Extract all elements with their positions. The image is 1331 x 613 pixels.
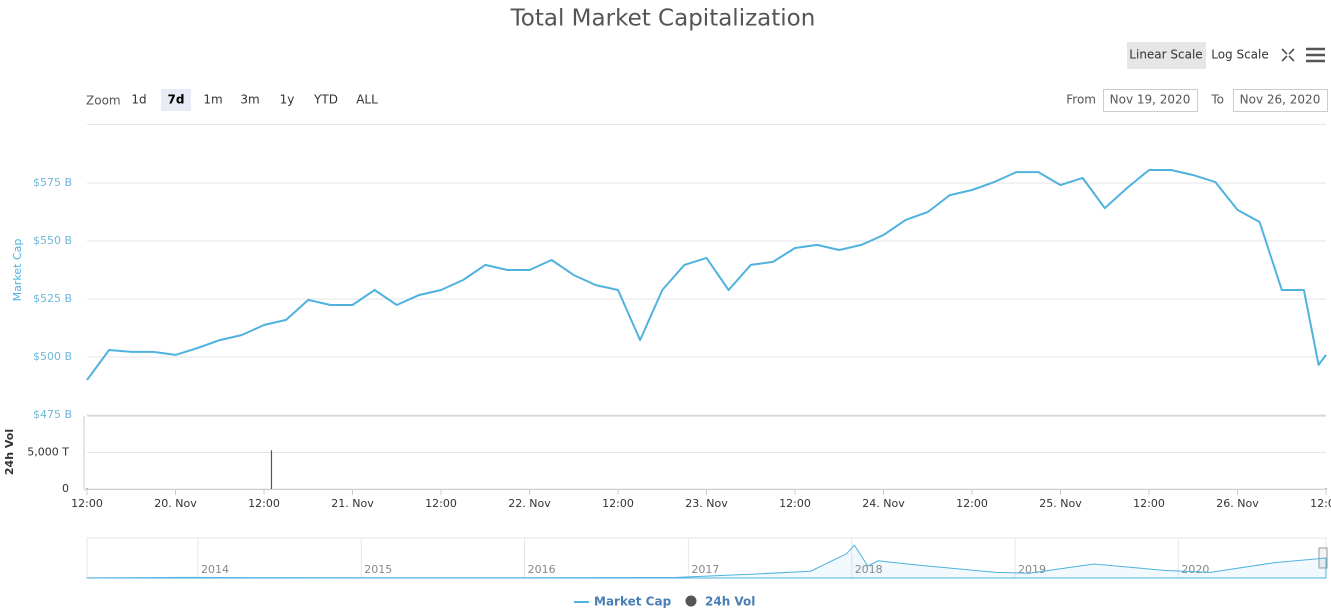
menu-icon[interactable] — [1306, 47, 1325, 63]
zoom-button[interactable]: 7d — [168, 93, 185, 107]
zoom-button[interactable]: ALL — [356, 93, 378, 107]
from-value[interactable]: Nov 19, 2020 — [1110, 93, 1191, 107]
y-axis-title: Market Cap — [11, 239, 24, 302]
zoom-button[interactable]: YTD — [313, 93, 338, 107]
y-tick-label: $575 B — [33, 176, 72, 189]
x-tick-label: 20. Nov — [154, 497, 197, 510]
legend-label[interactable]: 24h Vol — [705, 595, 755, 609]
zoom-button[interactable]: 3m — [240, 93, 259, 107]
zoom-button[interactable]: 1m — [203, 93, 222, 107]
x-tick-label: 12:00 — [956, 497, 988, 510]
linear-scale-label[interactable]: Linear Scale — [1129, 48, 1202, 62]
volume-bar — [270, 450, 273, 489]
y-tick-label: 0 — [62, 482, 69, 495]
navigator-tick-label: 2018 — [855, 563, 883, 576]
to-input[interactable] — [1233, 89, 1328, 112]
x-tick-label: 25. Nov — [1039, 497, 1082, 510]
x-tick-label: 12:00 — [1133, 497, 1165, 510]
navigator-tick-label: 2016 — [528, 563, 556, 576]
volume-bar — [86, 488, 88, 489]
chart-title: Total Market Capitalization — [510, 6, 816, 32]
navigator-tick-label: 2014 — [201, 563, 229, 576]
zoom-label: Zoom — [86, 94, 121, 108]
from-label: From — [1066, 93, 1096, 107]
y2-axis-title: 24h Vol — [3, 429, 16, 475]
navigator-tick-label: 2020 — [1181, 563, 1209, 576]
x-tick-label: 26. Nov — [1216, 497, 1259, 510]
volume-bar — [1325, 488, 1327, 489]
data-line — [86, 169, 1327, 381]
zoom-button-active[interactable] — [161, 89, 191, 111]
y-tick-label: $500 B — [33, 350, 72, 363]
x-tick-label: 22. Nov — [508, 497, 551, 510]
navigator-tick-label: 2015 — [364, 563, 392, 576]
x-tick-label: 12:00 — [779, 497, 811, 510]
log-scale-label[interactable]: Log Scale — [1211, 48, 1269, 62]
x-tick-label: 23. Nov — [685, 497, 728, 510]
zoom-button[interactable]: 1d — [131, 93, 146, 107]
to-value[interactable]: Nov 26, 2020 — [1240, 93, 1321, 107]
y-tick-label: 5,000 T — [27, 446, 69, 459]
y-tick-label: $525 B — [33, 292, 72, 305]
from-input[interactable] — [1103, 89, 1198, 112]
x-tick-label: 12:00 — [425, 497, 457, 510]
x-tick-label: 24. Nov — [862, 497, 905, 510]
to-label: To — [1210, 93, 1224, 107]
fullscreen-icon[interactable] — [1281, 48, 1295, 62]
x-tick-label: 21. Nov — [331, 497, 374, 510]
linear-scale-button[interactable] — [1127, 42, 1206, 69]
x-tick-label: 12:00 — [248, 497, 280, 510]
x-tick-label: 12:00 — [602, 497, 634, 510]
y-tick-label: $475 B — [33, 408, 72, 421]
navigator-tick-label: 2017 — [691, 563, 719, 576]
legend-label[interactable]: Market Cap — [594, 595, 672, 609]
x-tick-label: 12:00 — [1310, 497, 1331, 510]
navigator-area — [86, 544, 1327, 579]
y-tick-label: $550 B — [33, 234, 72, 247]
legend-dot-icon — [685, 595, 697, 607]
zoom-button[interactable]: 1y — [280, 93, 295, 107]
x-tick-label: 12:00 — [71, 497, 103, 510]
